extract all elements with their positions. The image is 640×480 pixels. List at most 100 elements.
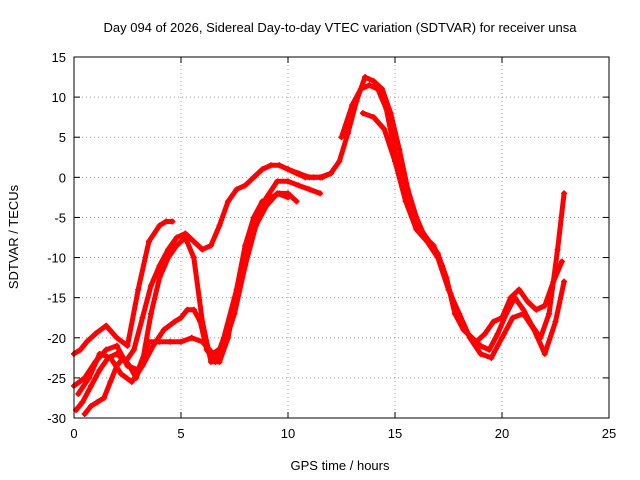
data-point [293, 198, 300, 205]
x-tick-label: 10 [281, 426, 295, 441]
data-point [383, 106, 390, 113]
data-point [276, 162, 283, 169]
data-point [225, 198, 232, 205]
data-point [541, 350, 548, 357]
data-point [541, 302, 548, 309]
data-point [113, 362, 120, 369]
data-point [190, 306, 197, 313]
y-tick-label: 5 [59, 130, 66, 145]
data-point [160, 326, 167, 333]
data-point [190, 238, 197, 245]
data-point [148, 310, 155, 317]
data-point [79, 398, 86, 405]
data-point [182, 234, 189, 241]
data-point [190, 254, 197, 261]
data-point [402, 198, 409, 205]
data-point [233, 286, 240, 293]
data-point [250, 214, 257, 221]
series-track-7 [338, 82, 568, 353]
data-point [349, 102, 356, 109]
data-point [503, 310, 510, 317]
data-point [150, 342, 157, 349]
data-point [486, 346, 493, 353]
data-point [456, 310, 463, 317]
data-point [207, 358, 214, 365]
data-point [533, 306, 540, 313]
data-point [216, 222, 223, 229]
data-point [317, 174, 324, 181]
y-tick-label: -20 [47, 331, 66, 346]
x-tick-label: 15 [388, 426, 402, 441]
data-point [466, 334, 473, 341]
data-series [71, 74, 568, 417]
data-point [85, 374, 92, 381]
data-point [259, 198, 266, 205]
data-point [165, 246, 172, 253]
data-point [558, 258, 565, 265]
y-tick-label: -10 [47, 251, 66, 266]
data-point [509, 314, 516, 321]
data-point [357, 86, 364, 93]
data-point [96, 350, 103, 357]
series-track-1 [71, 218, 176, 357]
data-point [409, 202, 416, 209]
data-point [370, 114, 377, 121]
data-point [118, 370, 125, 377]
data-point [306, 174, 313, 181]
y-tick-label: 10 [52, 90, 66, 105]
data-point [276, 190, 283, 197]
data-point [327, 170, 334, 177]
data-point [75, 390, 82, 397]
data-point [130, 346, 137, 353]
data-point [392, 158, 398, 165]
series-line [360, 110, 567, 361]
data-point [338, 134, 345, 141]
data-point [100, 394, 107, 401]
data-point [92, 330, 99, 337]
data-point [94, 398, 101, 405]
data-point [370, 78, 377, 85]
data-point [83, 338, 90, 345]
data-point [494, 330, 501, 337]
data-point [295, 182, 302, 189]
data-point [561, 190, 568, 197]
data-point [88, 402, 95, 409]
series-track-6 [285, 74, 565, 345]
x-tick-label: 5 [177, 426, 184, 441]
data-point [199, 246, 206, 253]
data-point [306, 186, 313, 193]
y-tick-label: -30 [47, 411, 66, 426]
data-point [274, 178, 281, 185]
data-point [103, 346, 110, 353]
data-point [374, 86, 381, 93]
data-point [490, 318, 497, 325]
data-point [488, 354, 495, 361]
data-point [216, 358, 223, 365]
data-point [511, 294, 518, 301]
data-point [173, 234, 180, 241]
data-point [396, 146, 403, 153]
data-point [477, 350, 484, 357]
data-point [531, 326, 538, 333]
data-point [184, 306, 191, 313]
data-point [434, 254, 441, 261]
x-tick-label: 20 [495, 426, 509, 441]
data-point [128, 378, 135, 385]
data-point [520, 310, 527, 317]
data-point [381, 126, 388, 133]
y-tick-label: 15 [52, 50, 66, 65]
data-point [107, 378, 114, 385]
data-point [225, 334, 232, 341]
y-axis-label: SDTVAR / TECUs [6, 184, 21, 289]
data-point [148, 282, 155, 289]
data-point [445, 286, 452, 293]
data-point [546, 310, 553, 317]
plot-frame [73, 56, 610, 419]
data-point [156, 222, 163, 229]
data-point [336, 158, 343, 165]
data-point [77, 346, 84, 353]
data-point [145, 238, 152, 245]
data-point [139, 314, 146, 321]
data-point [113, 334, 120, 341]
data-point [424, 238, 431, 245]
